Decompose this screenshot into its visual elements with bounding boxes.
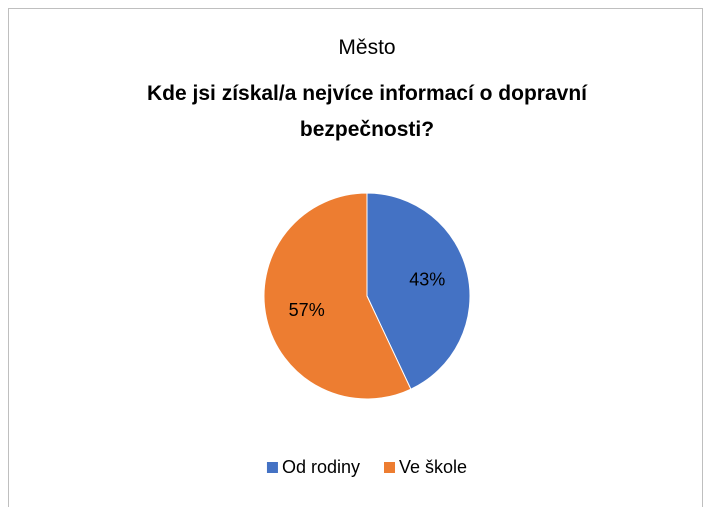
legend-label: Ve škole (399, 457, 467, 477)
chart-subtitle: Kde jsi získal/a nejvíce informací o dop… (147, 82, 587, 141)
legend-label: Od rodiny (282, 457, 360, 477)
pie-slice (366, 192, 471, 390)
chart-title: Město (338, 36, 396, 59)
legend-swatch (266, 462, 278, 473)
legend-swatch (384, 462, 395, 473)
data-label: 57% (289, 300, 325, 320)
data-label: 43% (409, 270, 445, 290)
pie-slice (263, 192, 412, 400)
